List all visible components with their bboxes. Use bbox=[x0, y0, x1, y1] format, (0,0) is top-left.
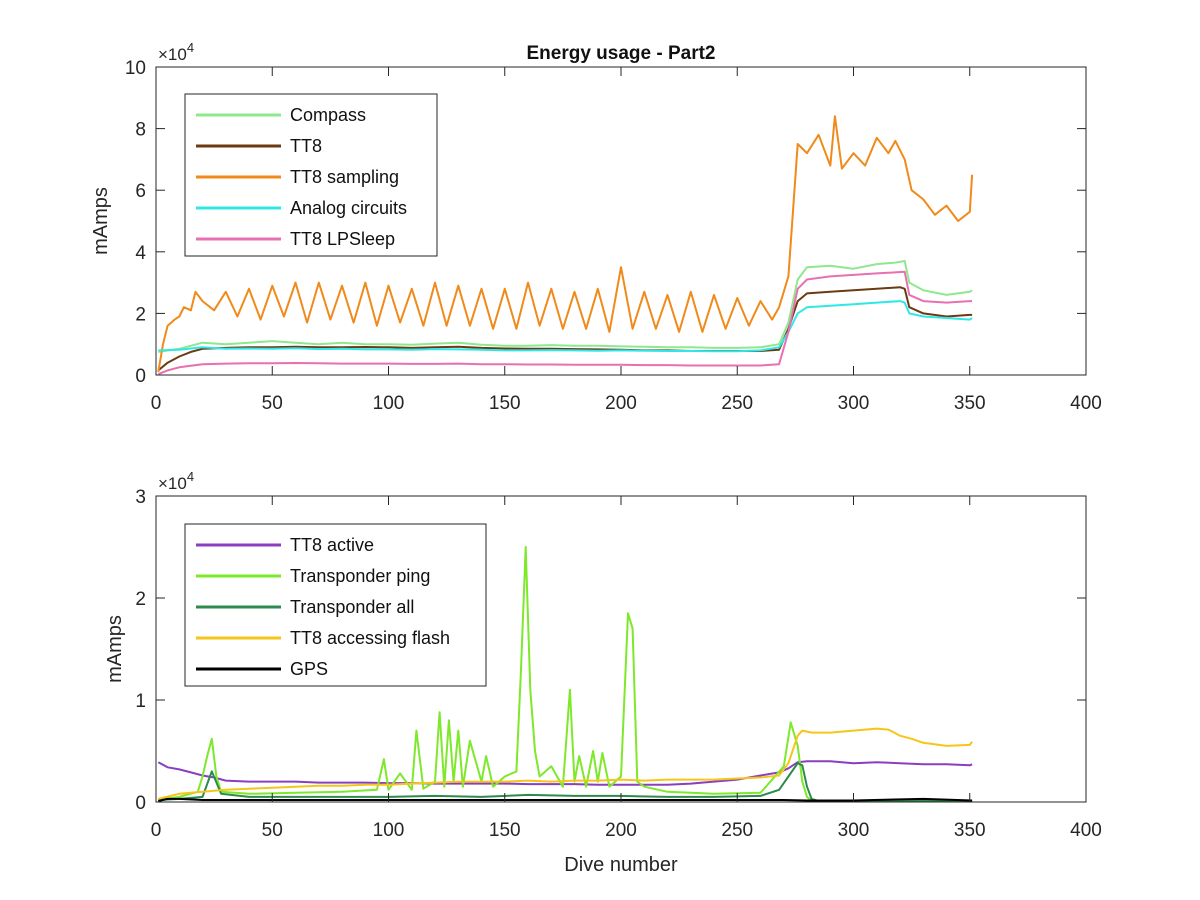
bottom-legend-label-tt8-active[interactable]: TT8 active bbox=[290, 535, 374, 555]
bottom-series-transponder-ping-line bbox=[158, 546, 973, 802]
bottom-x-axis-label: Dive number bbox=[564, 854, 678, 876]
bottom-series-transponder-all-line bbox=[158, 762, 973, 802]
bottom-legend-box bbox=[184, 523, 487, 687]
bottom-y-tick-label: 2 bbox=[135, 589, 146, 610]
top-legend-label-analog-circuits[interactable]: Analog circuits bbox=[290, 198, 407, 218]
bottom-legend[interactable]: TT8 active Transponder ping Transponder al… bbox=[184, 523, 487, 687]
top-series-analog-circuits-line bbox=[158, 300, 973, 353]
top-axes bbox=[155, 66, 1087, 376]
top-legend-label-tt8-sampling[interactable]: TT8 sampling bbox=[290, 167, 399, 187]
top-y-tick-label: 6 bbox=[135, 181, 146, 202]
top-y-tick-label: 10 bbox=[125, 58, 146, 79]
bottom-series-tt8-accessing-flash-line bbox=[158, 727, 973, 800]
bottom-legend-label-transponder-ping[interactable]: Transponder ping bbox=[290, 566, 430, 586]
bottom-x-tick-label: 350 bbox=[954, 820, 986, 841]
top-series-compass-line bbox=[158, 260, 973, 353]
top-x-tick-label: 100 bbox=[373, 393, 405, 414]
bottom-x-tick-label: 50 bbox=[262, 820, 283, 841]
top-y-tick-label: 2 bbox=[135, 304, 146, 325]
top-legend[interactable]: Compass TT8 TT8 sampling Analog circuits TT8… bbox=[184, 93, 438, 257]
top-series-tt8-lpsleep-line bbox=[157, 270, 973, 376]
bottom-x-tick-label: 250 bbox=[721, 820, 753, 841]
bottom-legend-label-gps[interactable]: GPS bbox=[290, 659, 328, 679]
bottom-x-tick-label: 100 bbox=[373, 820, 405, 841]
top-series-layer bbox=[157, 115, 974, 376]
top-x-tick-label: 400 bbox=[1070, 393, 1102, 414]
top-y-axis-label: mAmps bbox=[90, 187, 112, 255]
bottom-y-exponent-label: ×104 bbox=[158, 469, 194, 493]
bottom-legend-label-transponder-all[interactable]: Transponder all bbox=[290, 597, 414, 617]
bottom-y-tick-label: 3 bbox=[135, 487, 146, 508]
bottom-tick-labels: 0 50 100 150 200 250 300 350 400 0 1 2 3 bbox=[135, 487, 1101, 841]
bottom-legend-label-tt8-accessing-flash[interactable]: TT8 accessing flash bbox=[290, 628, 450, 648]
top-x-tick-label: 300 bbox=[838, 393, 870, 414]
top-legend-label-compass[interactable]: Compass bbox=[290, 105, 366, 125]
top-y-tick-label: 4 bbox=[135, 243, 146, 264]
top-y-tick-label: 0 bbox=[135, 366, 146, 387]
bottom-x-tick-label: 0 bbox=[151, 820, 162, 841]
bottom-chart: Dive number mAmps ×104 0 50 100 150 200 250 30… bbox=[104, 469, 1102, 876]
top-series-tt8-line bbox=[157, 286, 973, 372]
bottom-y-tick-label: 1 bbox=[135, 691, 146, 712]
top-x-tick-label: 150 bbox=[489, 393, 521, 414]
top-x-tick-label: 350 bbox=[954, 393, 986, 414]
bottom-axes bbox=[155, 495, 1087, 803]
bottom-x-tick-label: 400 bbox=[1070, 820, 1102, 841]
bottom-x-tick-label: 300 bbox=[838, 820, 870, 841]
top-legend-label-tt8-lpsleep[interactable]: TT8 LPSleep bbox=[290, 229, 395, 249]
bottom-y-axis-label: mAmps bbox=[104, 615, 126, 683]
bottom-x-tick-label: 200 bbox=[605, 820, 637, 841]
top-y-exponent-label: ×104 bbox=[158, 40, 194, 64]
top-x-tick-label: 50 bbox=[262, 393, 283, 414]
top-tick-labels: 0 50 100 150 200 250 300 350 400 0 2 4 6 8 10 bbox=[125, 58, 1102, 414]
top-x-tick-label: 250 bbox=[721, 393, 753, 414]
top-x-tick-label: 0 bbox=[151, 393, 162, 414]
top-series-tt8-sampling-line bbox=[157, 115, 974, 373]
top-y-tick-label: 8 bbox=[135, 120, 146, 141]
top-x-tick-label: 200 bbox=[605, 393, 637, 414]
top-legend-label-tt8[interactable]: TT8 bbox=[290, 136, 322, 156]
top-chart: Energy usage - Part2 mAmps ×104 0 50 100 15… bbox=[90, 40, 1102, 414]
top-legend-box bbox=[184, 93, 438, 257]
bottom-x-tick-label: 150 bbox=[489, 820, 521, 841]
top-chart-title: Energy usage - Part2 bbox=[526, 43, 715, 64]
bottom-y-tick-label: 0 bbox=[135, 793, 146, 814]
